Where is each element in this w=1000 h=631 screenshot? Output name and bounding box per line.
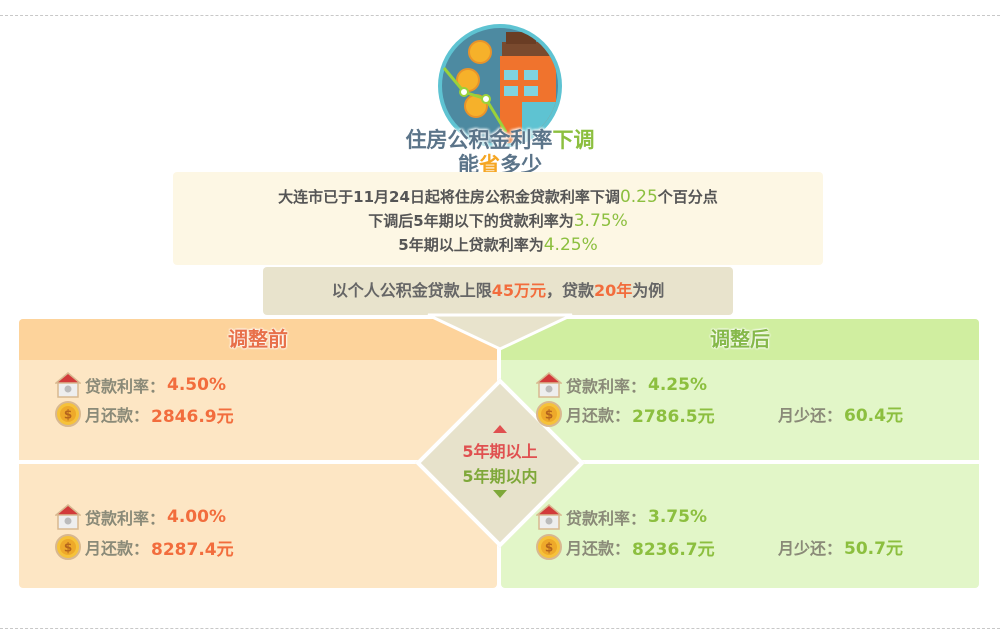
after-below-saving: 月少还： 50.7元	[778, 534, 903, 560]
rate-value: 3.75%	[648, 507, 707, 527]
example-text: 以个人公积金贷款上限	[331, 281, 492, 300]
intro-box: 大连市已于11月24日起将住房公积金贷款利率下调0.25个百分点 下调后5年期以…	[173, 172, 823, 265]
intro-value: 4.25%	[543, 235, 598, 255]
title-highlight: 下调	[552, 128, 595, 152]
after-below-payment: 月还款： 8236.7元	[536, 534, 715, 560]
house-coins-illustration-icon	[438, 24, 562, 148]
house-icon	[536, 504, 562, 530]
payment-value: 8236.7元	[632, 539, 715, 560]
before-below-rate: 贷款利率： 4.00%	[55, 504, 226, 530]
intro-text: 5年期以上贷款利率为	[398, 236, 544, 254]
panel-divider	[19, 460, 497, 464]
house-icon	[55, 372, 81, 398]
example-value: 45万元	[491, 281, 546, 300]
bottom-divider	[0, 628, 1000, 629]
rate-value: 4.00%	[167, 507, 226, 527]
subtitle-highlight: 省	[479, 153, 500, 177]
subtitle-part: 能	[458, 153, 479, 177]
page-title: 住房公积金利率下调	[0, 124, 1000, 154]
before-below-payment: 月还款： 8287.4元	[55, 534, 234, 560]
triangle-down-icon	[493, 490, 507, 498]
coin-icon	[55, 401, 81, 427]
before-above-rate: 贷款利率： 4.50%	[55, 372, 226, 398]
intro-line: 大连市已于11月24日起将住房公积金贷款利率下调0.25个百分点	[173, 185, 823, 209]
rate-label: 贷款利率：	[566, 377, 647, 396]
intro-text: 下调后5年期以下的贷款利率为	[368, 212, 574, 230]
top-divider	[0, 15, 1000, 16]
example-box: 以个人公积金贷款上限45万元，贷款20年为例	[263, 267, 733, 315]
term-above-label: 5年期以上	[462, 442, 538, 461]
intro-value: 0.25	[619, 187, 658, 207]
coin-icon	[536, 534, 562, 560]
house-icon	[536, 372, 562, 398]
after-title: 调整后	[501, 319, 979, 360]
rate-label: 贷款利率：	[85, 509, 166, 528]
after-above-saving: 月少还： 60.4元	[778, 401, 903, 427]
rate-label: 贷款利率：	[85, 377, 166, 396]
after-above-rate: 贷款利率： 4.25%	[536, 372, 707, 398]
intro-value: 3.75%	[573, 211, 628, 231]
payment-label: 月还款：	[566, 406, 631, 425]
coin-icon	[536, 401, 562, 427]
payment-value: 2846.9元	[151, 406, 234, 427]
house-icon	[55, 504, 81, 530]
coin-icon	[55, 534, 81, 560]
payment-label: 月还款：	[85, 539, 150, 558]
rate-value: 4.50%	[167, 375, 226, 395]
panel-divider	[501, 460, 979, 464]
saving-value: 60.4元	[844, 406, 903, 426]
saving-label: 月少还：	[778, 538, 843, 558]
after-panel: 调整后	[501, 319, 979, 588]
pointer-arrow	[427, 313, 573, 351]
term-below-label: 5年期以内	[462, 467, 538, 486]
intro-text: 个百分点	[657, 188, 718, 206]
after-below-rate: 贷款利率： 3.75%	[536, 504, 707, 530]
example-text: 为例	[632, 281, 665, 300]
before-above-payment: 月还款： 2846.9元	[55, 401, 234, 427]
intro-line: 5年期以上贷款利率为4.25%	[173, 233, 823, 257]
rate-label: 贷款利率：	[566, 509, 647, 528]
intro-text: 大连市已于11月24日起将住房公积金贷款利率下调	[278, 188, 620, 206]
saving-label: 月少还：	[778, 405, 843, 425]
before-panel: 调整前	[19, 319, 497, 588]
rate-value: 4.25%	[648, 375, 707, 395]
after-above-payment: 月还款： 2786.5元	[536, 401, 715, 427]
payment-value: 2786.5元	[632, 406, 715, 427]
payment-label: 月还款：	[566, 539, 631, 558]
example-text: ，贷款	[545, 281, 594, 300]
example-value: 20年	[594, 281, 633, 300]
saving-value: 50.7元	[844, 539, 903, 559]
title-part: 住房公积金利率	[405, 128, 553, 152]
payment-label: 月还款：	[85, 406, 150, 425]
before-title: 调整前	[19, 319, 497, 360]
payment-value: 8287.4元	[151, 539, 234, 560]
intro-line: 下调后5年期以下的贷款利率为3.75%	[173, 209, 823, 233]
triangle-up-icon	[493, 425, 507, 433]
